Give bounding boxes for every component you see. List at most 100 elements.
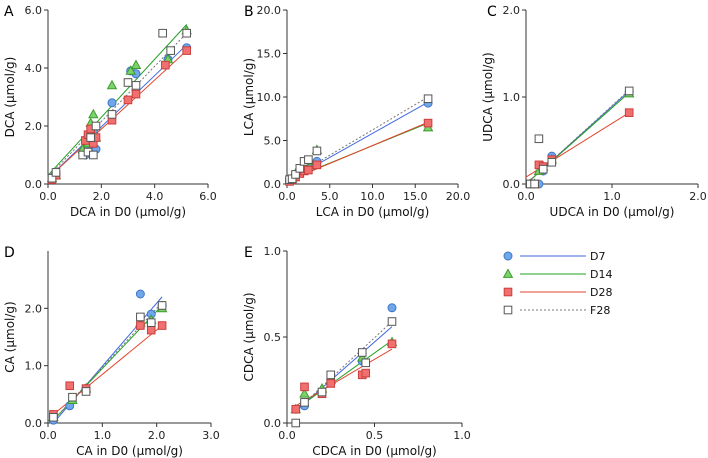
panel-c-y-tick-label: 2.0 bbox=[503, 4, 521, 17]
panel-e-point-f28 bbox=[317, 387, 327, 397]
panel-e-fit-d14 bbox=[295, 340, 393, 410]
panel-e-fit-f28 bbox=[295, 321, 393, 412]
panel-e-x-title: CDCA in D0 (μmol/g) bbox=[312, 444, 437, 458]
panel-c-point-f28 bbox=[530, 179, 539, 189]
panel-b-y-tick-label: 5.0 bbox=[264, 135, 282, 148]
panel-d-point-d28 bbox=[65, 381, 75, 391]
legend-marker-f28 bbox=[503, 305, 513, 315]
panel-b-x-tick-label: 0.0 bbox=[278, 190, 296, 203]
panel-e-point-f28 bbox=[357, 348, 367, 357]
panel-b-y-tick-label: 10.0 bbox=[257, 91, 282, 104]
panel-a-point-d14 bbox=[106, 79, 118, 90]
panel-e-point-d28 bbox=[291, 404, 301, 414]
panel-e-point-d14 bbox=[299, 388, 310, 398]
panel-d-point-f28 bbox=[81, 387, 91, 396]
panel-c-x-tick-label: 0.0 bbox=[517, 190, 535, 203]
panel-e: E 0.0 0.5 1.0 0.0 0.5 1.0 CDCA in D0 (μmol/g) CD… bbox=[242, 245, 471, 458]
panel-b-y-tick-label: 20.0 bbox=[257, 4, 282, 17]
panel-e-point-d28 bbox=[326, 379, 336, 388]
panel-a-fit-d28 bbox=[47, 50, 188, 179]
panel-a-point-f28 bbox=[89, 150, 98, 160]
panel-a-x-tick-label: 4.0 bbox=[146, 190, 164, 203]
legend: D7 D14 D28 F28 bbox=[502, 250, 612, 317]
panel-a-point-f28 bbox=[86, 133, 95, 142]
panel-a-y-tick-label: 6.0 bbox=[25, 4, 43, 17]
panel-e-point-d7 bbox=[387, 303, 397, 313]
panel-a-point-d14 bbox=[125, 65, 136, 75]
panel-a-point-d28 bbox=[131, 89, 141, 99]
panel-e-x-tick-label: 0.5 bbox=[366, 429, 384, 442]
panel-a-point-f28 bbox=[123, 78, 133, 87]
panel-e-y-tick-label: 0.0 bbox=[264, 417, 282, 430]
panel-a-y-tick-label: 2.0 bbox=[25, 120, 43, 133]
panel-a-point-d14 bbox=[130, 59, 142, 69]
legend-label-d14: D14 bbox=[590, 268, 612, 281]
panel-c-x-tick-label: 1.0 bbox=[603, 190, 621, 203]
legend-label-d28: D28 bbox=[590, 286, 612, 299]
panel-b-fit-f28 bbox=[286, 96, 429, 181]
panel-b-point-f28 bbox=[423, 94, 433, 104]
panel-b-point-f28 bbox=[312, 146, 322, 156]
panel-c-fit-f28 bbox=[525, 89, 630, 185]
panel-e-x-tick-label: 1.0 bbox=[453, 429, 471, 442]
panel-c-point-f28 bbox=[547, 157, 557, 167]
panel-d-x-tick-label: 1.0 bbox=[94, 429, 112, 442]
panel-c-y-title: UDCA (μmol/g) bbox=[481, 52, 495, 141]
legend-label-f28: F28 bbox=[590, 304, 610, 317]
panel-e-y-tick-label: 0.5 bbox=[264, 331, 282, 344]
panel-e-fit-d28 bbox=[295, 348, 393, 407]
panel-b: B 0.0 5.0 10.0 15.0 20.0 0.0 5.0 10.0 15.0 20.0 LCA… bbox=[242, 4, 470, 219]
legend-item-d7: D7 bbox=[503, 250, 605, 263]
panel-e-point-d28 bbox=[361, 368, 371, 378]
panel-d-x-tick-label: 0.0 bbox=[39, 429, 57, 442]
panel-a-fit-f28 bbox=[47, 32, 188, 178]
panel-c-point-d28 bbox=[624, 108, 634, 117]
panel-d-point-f28 bbox=[68, 392, 77, 402]
panel-a-x-tick-label: 0.0 bbox=[39, 190, 57, 203]
panel-d-point-f28 bbox=[157, 301, 167, 310]
panel-d-y-tick-label: 2.0 bbox=[25, 302, 43, 315]
panel-e-point-f28 bbox=[326, 370, 336, 380]
panel-a-point-d14 bbox=[88, 108, 99, 119]
panel-c-x-title: UDCA in D0 (μmol/g) bbox=[550, 205, 675, 219]
panel-a-point-d28 bbox=[182, 46, 191, 55]
panel-d-point-d28 bbox=[146, 325, 156, 335]
panel-d-point-d28 bbox=[136, 321, 145, 330]
panel-a: A 0.0 2.0 4.0 6.0 0.0 2.0 4.0 6.0 DCA in D0 (μmol… bbox=[3, 4, 217, 219]
legend-item-f28: F28 bbox=[503, 304, 610, 317]
panel-b-x-tick-label: 20.0 bbox=[446, 190, 471, 203]
panel-d-y-title: CA (μmol/g) bbox=[3, 301, 17, 372]
panel-d-y-tick-label: 0.0 bbox=[25, 417, 43, 430]
panel-d-x-tick-label: 3.0 bbox=[202, 429, 220, 442]
panel-e-point-d28 bbox=[300, 382, 309, 392]
panel-a-point-f28 bbox=[91, 121, 101, 131]
panel-c-point-f28 bbox=[624, 86, 634, 96]
panel-d-x-tick-label: 2.0 bbox=[148, 429, 166, 442]
legend-marker-d7 bbox=[503, 251, 513, 261]
panel-a-point-d7 bbox=[107, 98, 117, 108]
panel-a-y-tick-label: 4.0 bbox=[25, 62, 43, 75]
panel-e-point-f28 bbox=[300, 398, 309, 407]
panel-a-point-d28 bbox=[161, 60, 170, 70]
panel-c-point-f28 bbox=[538, 164, 548, 174]
panel-d-point-d28 bbox=[157, 321, 167, 330]
panel-d-x-title: CA in D0 (μmol/g) bbox=[76, 444, 183, 458]
panel-d-point-d7 bbox=[135, 289, 145, 299]
panel-b-y-tick-label: 0.0 bbox=[264, 178, 282, 191]
legend-item-d14: D14 bbox=[502, 268, 612, 281]
panel-b-point-f28 bbox=[304, 155, 313, 164]
panel-a-x-tick-label: 2.0 bbox=[93, 190, 111, 203]
panel-c-point-f28 bbox=[534, 134, 544, 144]
panel-b-point-d28 bbox=[312, 160, 322, 170]
panel-d-y-tick-label: 1.0 bbox=[25, 360, 43, 373]
panel-b-y-tick-label: 15.0 bbox=[257, 48, 282, 61]
panel-c-x-tick-label: 2.0 bbox=[689, 190, 707, 203]
panel-e-letter: E bbox=[244, 245, 253, 261]
legend-label-d7: D7 bbox=[590, 250, 605, 263]
panel-b-y-title: LCA (μmol/g) bbox=[242, 58, 256, 136]
panel-b-x-tick-label: 15.0 bbox=[403, 190, 428, 203]
panel-a-x-tick-label: 6.0 bbox=[199, 190, 217, 203]
panel-a-point-f28 bbox=[107, 110, 117, 119]
panel-c: C 0.0 1.0 2.0 0.0 1.0 2.0 UDCA in D0 (μmol/g) UD… bbox=[481, 4, 707, 219]
panel-b-x-tick-label: 5.0 bbox=[321, 190, 339, 203]
